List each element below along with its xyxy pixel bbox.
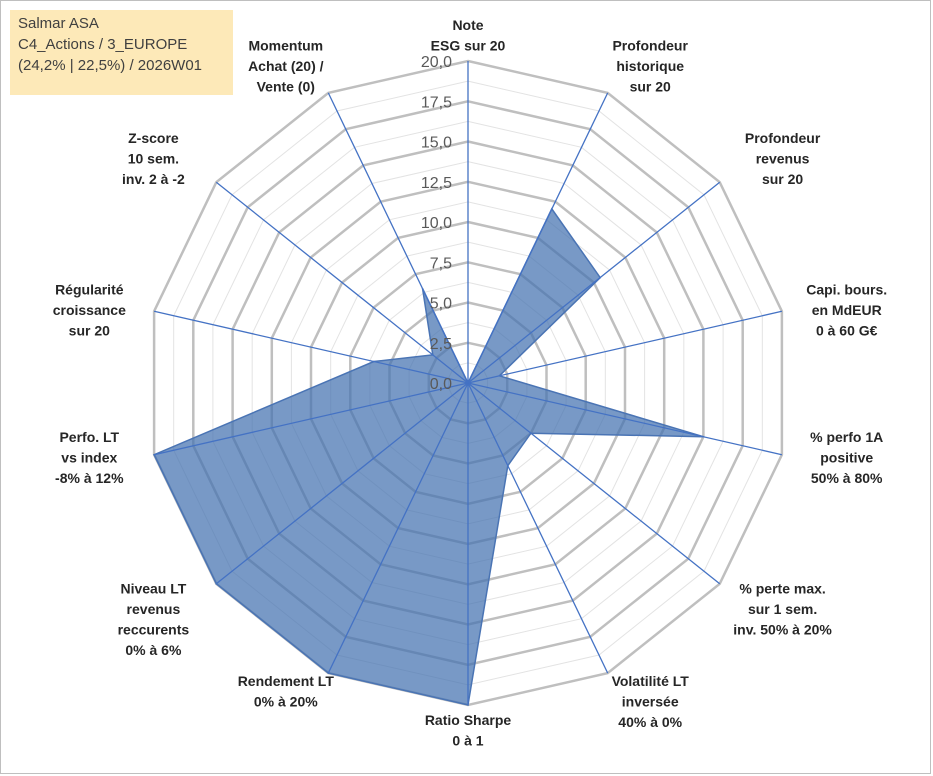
category-label-line: revenus [127, 601, 181, 617]
category-label-line: Volatilité LT [612, 673, 690, 689]
tick-label: 20,0 [421, 54, 452, 71]
category-label: Momentum Achat (20) / Vente (0) [248, 38, 324, 95]
portfolio-category: C4_Actions / 3_EUROPE [18, 36, 188, 53]
tick-label: 10,0 [421, 215, 452, 232]
category-label-line: croissance [53, 302, 126, 318]
category-label-line: 40% à 0% [618, 714, 682, 730]
category-label-line: 0% à 20% [254, 693, 318, 709]
category-label-line: sur 1 sem. [748, 601, 817, 617]
tick-label: 7,5 [430, 255, 452, 272]
axis-spoke [467, 382, 783, 456]
category-label-line: 0 à 60 G€ [816, 322, 878, 338]
tick-label: 12,5 [421, 175, 452, 192]
category-label-line: Z-score [128, 130, 179, 146]
category-labels: Note ESG sur 20 Profondeur historique sur 20… [53, 17, 887, 749]
company-name: Salmar ASA [18, 15, 99, 32]
score-period: (24,2% | 22,5%) / 2026W01 [18, 57, 202, 74]
category-label-line: Achat (20) / [248, 58, 324, 74]
category-label: Z-score 10 sem. inv. 2 à -2 [122, 130, 185, 187]
axis-spoke [467, 92, 609, 384]
series-area [153, 207, 704, 706]
category-label-line: inversée [622, 693, 679, 709]
info-box: Salmar ASA C4_Actions / 3_EUROPE (24,2% … [10, 10, 233, 95]
series-layer [153, 207, 705, 706]
axis-spoke [215, 382, 469, 585]
category-label: Profondeur historique sur 20 [612, 38, 688, 95]
axis-spoke [467, 382, 609, 674]
category-label-line: sur 20 [762, 171, 803, 187]
category-label-line: inv. 2 à -2 [122, 171, 185, 187]
category-label: Profondeur revenus sur 20 [745, 130, 821, 187]
category-label: Note ESG sur 20 [431, 17, 506, 54]
category-label-line: reccurents [118, 622, 190, 638]
category-label: Capi. bours. en MdEUR 0 à 60 G€ [806, 281, 887, 338]
axis-spoke [467, 382, 721, 585]
category-label-line: % perte max. [739, 581, 825, 597]
category-label: Régularité croissance sur 20 [53, 281, 126, 338]
category-label: Perfo. LT vs index -8% à 12% [55, 429, 124, 486]
axis-spoke [153, 310, 469, 384]
category-label: Ratio Sharpe 0 à 1 [425, 712, 512, 749]
category-label-line: Rendement LT [238, 673, 335, 689]
category-label-line: positive [820, 450, 873, 466]
category-label-line: Vente (0) [257, 79, 315, 95]
category-label-line: ESG sur 20 [431, 38, 506, 54]
category-label-line: Capi. bours. [806, 281, 887, 297]
category-label-line: 0 à 1 [452, 733, 483, 749]
category-label-line: Perfo. LT [59, 429, 119, 445]
category-label-line: historique [616, 58, 684, 74]
category-label-line: Régularité [55, 281, 124, 297]
category-label-line: 50% à 80% [811, 470, 883, 486]
tick-labels: 0,0 2,5 5,0 7,5 10,0 12,5 15,0 17,5 20,0 [421, 54, 452, 393]
tick-label: 5,0 [430, 296, 452, 313]
tick-label: 17,5 [421, 94, 452, 111]
axis-spoke [215, 181, 469, 384]
category-label-line: -8% à 12% [55, 470, 124, 486]
axis-spoke [467, 181, 721, 384]
category-label-line: Momentum [248, 38, 323, 54]
category-label: % perfo 1A positive 50% à 80% [810, 429, 883, 486]
category-label-line: Ratio Sharpe [425, 712, 512, 728]
category-label-line: en MdEUR [812, 302, 882, 318]
tick-label: 2,5 [430, 336, 452, 353]
category-label-line: Profondeur [612, 38, 688, 54]
category-label-line: Note [452, 17, 483, 33]
category-label-line: inv. 50% à 20% [733, 622, 832, 638]
category-label-line: sur 20 [69, 322, 110, 338]
category-label-line: 0% à 6% [125, 642, 182, 658]
category-label: Niveau LT revenus reccurents 0% à 6% [118, 581, 190, 659]
axis-spokes [153, 61, 783, 705]
category-label-line: 10 sem. [128, 150, 179, 166]
category-label-line: Niveau LT [120, 581, 186, 597]
category-label-line: sur 20 [630, 79, 671, 95]
category-label-line: % perfo 1A [810, 429, 883, 445]
category-label-line: vs index [61, 450, 117, 466]
category-label: Volatilité LT inversée 40% à 0% [612, 673, 690, 730]
axis-spoke [153, 382, 469, 456]
category-label: Rendement LT 0% à 20% [238, 673, 335, 710]
category-label: % perte max. sur 1 sem. inv. 50% à 20% [733, 581, 832, 638]
category-label-line: revenus [756, 150, 810, 166]
category-label-line: Profondeur [745, 130, 821, 146]
tick-label: 0,0 [430, 376, 452, 393]
axis-spoke [467, 310, 783, 384]
axis-spoke [327, 382, 469, 674]
tick-label: 15,0 [421, 135, 452, 152]
axis-spoke [327, 92, 469, 384]
